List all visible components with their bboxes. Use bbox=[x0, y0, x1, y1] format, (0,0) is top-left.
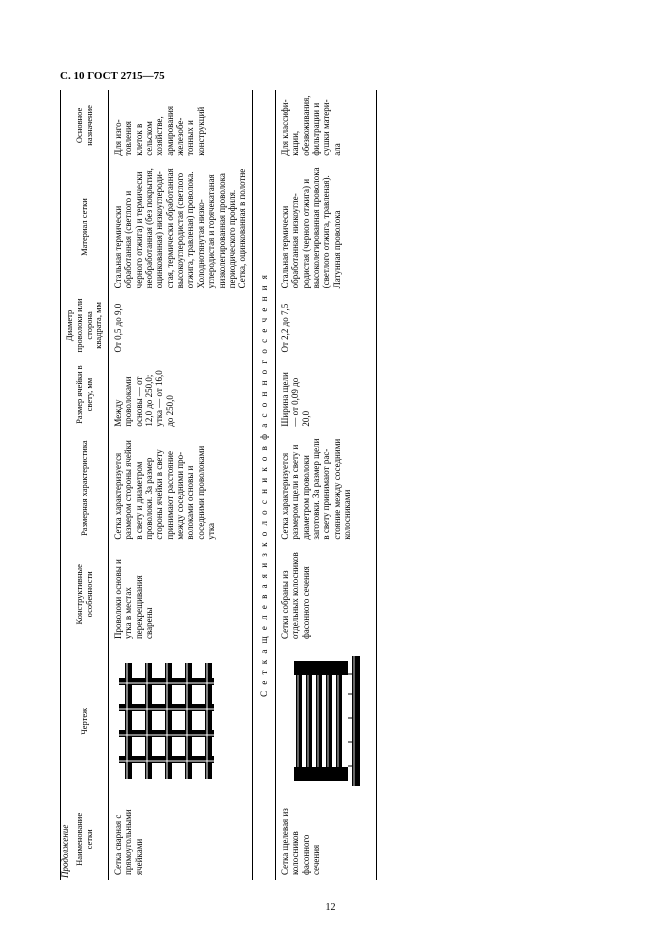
cell-purp: Для изго­товления клеток в сельском хозя… bbox=[109, 90, 252, 161]
cell-purp: Для классифи­кации, обезвожи­вания, филь… bbox=[275, 90, 376, 161]
main-table: Наименование сетки Чертеж Конструктивные… bbox=[60, 90, 377, 880]
table-row: Сетка щеле­вая из колос­ников фасон­ного… bbox=[275, 90, 376, 880]
table-row: Сетка свар­ная с прямо­угольными ячейкам… bbox=[109, 90, 252, 880]
col-drawing: Чертеж bbox=[61, 644, 109, 799]
cell-constr: Сетки собраны из отдельных ко­лосников ф… bbox=[275, 545, 376, 644]
cell-dim: Сетка характеризу­ется размером сторо­ны… bbox=[109, 432, 252, 545]
cell-diam: От 0,5 до 9,0 bbox=[109, 293, 252, 357]
cell-mat: Стальная термически обработанная (светло… bbox=[109, 161, 252, 294]
cell-size: Ширина щели — от 0,09 до 20,0 bbox=[275, 358, 376, 432]
section-title: С е т к а щ е л е в а я и з к о л о с н … bbox=[252, 90, 275, 880]
col-diam: Диаметр проволоки или сторона квадрата, … bbox=[61, 293, 109, 357]
cell-size: Между проволока­ми осно­вы — от 12,0 до … bbox=[109, 358, 252, 432]
col-dim: Размерная характеристика bbox=[61, 432, 109, 545]
cell-drawing bbox=[275, 644, 376, 799]
page-header: С. 10 ГОСТ 2715—75 bbox=[60, 70, 600, 82]
page-number: 12 bbox=[0, 902, 661, 913]
slot-drawing bbox=[286, 656, 366, 786]
col-constr: Конструктивные особенности bbox=[61, 545, 109, 644]
grid-drawing bbox=[119, 661, 214, 781]
col-purp: Основное назначение bbox=[61, 90, 109, 161]
cell-constr: Проволоки ос­но­вы и утка в ме­стах пере… bbox=[109, 545, 252, 644]
col-mat: Материал сетки bbox=[61, 161, 109, 294]
cell-name: Сетка щеле­вая из колос­ников фасон­ного… bbox=[275, 799, 376, 880]
cell-mat: Стальная термически обработанная низкоуг… bbox=[275, 161, 376, 294]
cell-diam: От 2,2 до 7,5 bbox=[275, 293, 376, 357]
col-size: Размер ячейки в свету, мм bbox=[61, 358, 109, 432]
cell-name: Сетка свар­ная с прямо­угольными ячейкам… bbox=[109, 799, 252, 880]
table-header-row: Наименование сетки Чертеж Конструктивные… bbox=[61, 90, 109, 880]
cell-dim: Сетка характеризу­ется размером щели в с… bbox=[275, 432, 376, 545]
col-name: Наименование сетки bbox=[61, 799, 109, 880]
section-title-row: С е т к а щ е л е в а я и з к о л о с н … bbox=[252, 90, 275, 880]
cell-drawing bbox=[109, 644, 252, 799]
